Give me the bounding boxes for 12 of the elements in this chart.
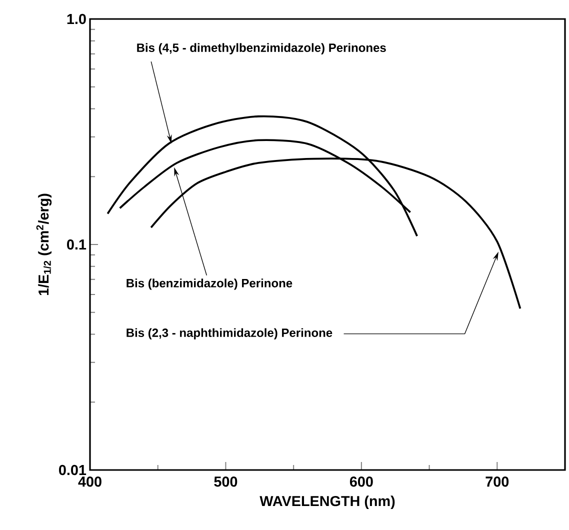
x-tick-label: 500 <box>214 476 238 487</box>
y-tick-label: 0.1 <box>67 239 86 250</box>
x-tick-label: 400 <box>78 476 102 487</box>
annotation: Bis (4,5 - dimethylbenzimidazole) Perinones <box>137 43 386 54</box>
y-tick-label: 0.01 <box>59 464 86 476</box>
x-tick-label: 700 <box>486 476 509 487</box>
y-axis-title: 1/E$_{1/2}$ (cm$^{2}$/erg) <box>36 194 52 296</box>
annotation: Bis (2,3 - naphthimidazole) Perinone <box>126 328 332 340</box>
y-tick-label: 1.0 <box>67 14 86 24</box>
x-tick-label: 600 <box>350 476 373 487</box>
x-axis-title: WAVELENGTH (nm) <box>260 496 395 510</box>
annotation: Bis (benzimidazole) Perinone <box>126 278 292 290</box>
